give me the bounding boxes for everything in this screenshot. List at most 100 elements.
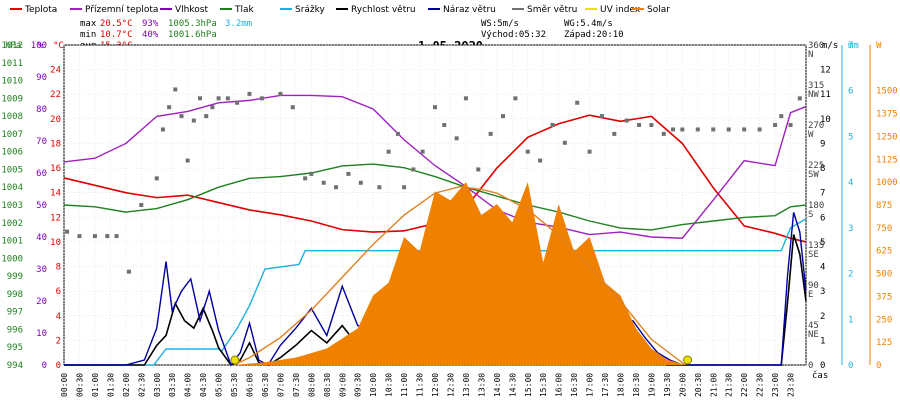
- direction-point-61: [742, 127, 747, 132]
- series-line-2: [63, 163, 807, 231]
- direction-point-63: [773, 123, 778, 127]
- pressure-axis-tick-3: 997: [7, 308, 23, 318]
- legend-label-1: Přízemní teplota: [85, 5, 158, 15]
- x-tick-32: 16:00: [555, 373, 564, 397]
- pressure-axis-tick-17: 1011: [1, 59, 23, 69]
- direction-point-66: [797, 96, 802, 101]
- temperature-axis-tick-6: 12: [50, 213, 61, 223]
- pressure-axis-tick-18: 1012: [1, 41, 23, 51]
- solar-unit: W: [876, 41, 882, 51]
- rain-axis-tick-1: 1: [848, 315, 853, 325]
- direction-point-37: [442, 123, 447, 127]
- direction-point-58: [695, 127, 700, 132]
- x-tick-13: 06:30: [261, 373, 270, 397]
- sunrise-time: Východ:05:32: [481, 30, 546, 40]
- direction-point-38: [454, 136, 459, 141]
- pressure-axis-tick-8: 1002: [1, 219, 23, 229]
- direction-point-64: [779, 114, 784, 119]
- pressure-axis-tick-5: 999: [7, 272, 23, 282]
- direction-point-29: [358, 180, 363, 185]
- max-label: max: [80, 19, 97, 29]
- x-tick-35: 17:30: [601, 373, 610, 397]
- x-tick-36: 18:00: [617, 373, 626, 397]
- temperature-axis-tick-7: 14: [50, 189, 61, 199]
- humidity-axis-tick-5: 50: [36, 201, 47, 211]
- temperature-axis-tick-4: 8: [56, 263, 61, 273]
- direction-point-12: [185, 158, 190, 163]
- direction-point-62: [757, 127, 762, 132]
- x-tick-33: 16:30: [570, 373, 579, 397]
- rain-axis-tick-4: 4: [848, 178, 853, 188]
- wind-axis-tick-6: 6: [820, 213, 825, 223]
- x-tick-25: 12:30: [446, 373, 455, 397]
- legend-label-9: Solar: [647, 5, 670, 15]
- direction-point-42: [501, 114, 506, 119]
- legend-label-3: Tlak: [234, 5, 255, 15]
- humidity-axis-tick-6: 60: [36, 169, 47, 179]
- direction-point-36: [433, 105, 437, 110]
- x-tick-17: 08:30: [323, 373, 332, 397]
- humidity-axis-tick-3: 30: [36, 265, 47, 275]
- direction-point-45: [538, 158, 543, 163]
- direction-point-28: [346, 171, 351, 176]
- solar-axis-tick-11: 1375: [876, 110, 898, 120]
- wind-axis-tick-4: 4: [820, 263, 825, 273]
- wind-axis-tick-1: 1: [820, 336, 825, 346]
- wind-axis-tick-9: 9: [820, 139, 825, 149]
- pressure-axis-tick-13: 1007: [1, 130, 23, 140]
- humidity-axis-tick-8: 80: [36, 105, 47, 115]
- sun-marker-1: [683, 355, 693, 365]
- series-layer: [63, 87, 807, 367]
- wind-axis-tick-8: 8: [820, 164, 825, 174]
- sun-marker-0: [230, 355, 240, 365]
- pressure-axis-tick-4: 998: [7, 290, 23, 300]
- min-press: 1001.6hPa: [168, 30, 217, 40]
- humidity-axis-tick-0: 0: [42, 361, 47, 371]
- direction-point-40: [476, 167, 481, 172]
- x-tick-45: 22:30: [756, 373, 765, 397]
- x-tick-43: 21:30: [725, 373, 734, 397]
- rain-axis-tick-7: 7: [848, 41, 853, 51]
- x-tick-22: 11:00: [400, 373, 409, 397]
- x-tick-5: 02:30: [137, 373, 146, 397]
- direction-point-3: [105, 234, 110, 239]
- humidity-axis-tick-9: 90: [36, 73, 47, 83]
- direction-point-18: [225, 96, 230, 101]
- x-tick-20: 10:00: [369, 373, 378, 397]
- humidity-unit: %: [38, 41, 44, 51]
- direction-axis-tick-6: 270: [808, 121, 824, 131]
- x-tick-34: 17:00: [586, 373, 595, 397]
- series-line-1: [63, 94, 807, 239]
- x-tick-40: 20:00: [678, 373, 687, 397]
- direction-axis-dir-6: W: [808, 130, 814, 140]
- direction-point-22: [278, 91, 283, 96]
- direction-point-51: [612, 131, 617, 136]
- direction-point-8: [160, 127, 165, 132]
- solar-axis-tick-3: 375: [876, 292, 892, 302]
- wind-axis-tick-3: 3: [820, 287, 825, 297]
- direction-point-50: [599, 114, 604, 119]
- direction-axis-dir-7: NW: [808, 90, 819, 100]
- wind-axis-tick-11: 11: [820, 90, 831, 100]
- x-tick-41: 20:30: [694, 373, 703, 397]
- direction-point-46: [550, 123, 555, 127]
- series-line-3: [64, 218, 807, 366]
- min-label: min: [80, 30, 96, 40]
- rain-axis-tick-5: 5: [848, 132, 853, 142]
- x-tick-30: 15:00: [524, 373, 533, 397]
- direction-point-30: [377, 185, 382, 190]
- direction-axis-dir-4: S: [808, 210, 813, 220]
- wind-axis-tick-7: 7: [820, 189, 825, 199]
- x-tick-11: 05:30: [230, 373, 239, 397]
- legend-label-7: Směr větru: [527, 5, 577, 15]
- direction-point-6: [139, 203, 144, 207]
- x-tick-0: 00:00: [60, 373, 69, 397]
- pressure-axis-tick-6: 1000: [1, 254, 23, 264]
- direction-point-55: [661, 131, 666, 136]
- direction-point-25: [309, 171, 314, 176]
- series-line-7: [233, 186, 686, 366]
- direction-axis-dir-1: NE: [808, 330, 819, 340]
- x-tick-9: 04:30: [199, 373, 208, 397]
- pressure-axis-tick-0: 994: [7, 361, 23, 371]
